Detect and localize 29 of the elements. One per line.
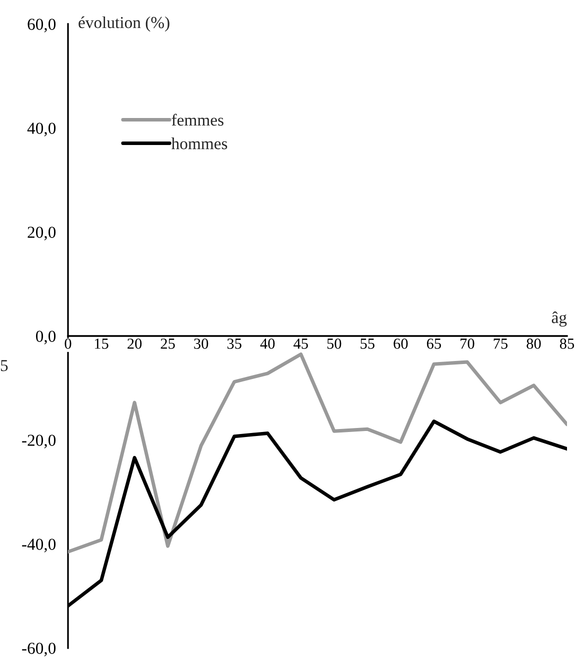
x-tick-label: 50 [327,338,342,349]
x-tick-label: 70 [460,338,474,349]
x-tick-label: 25 [160,338,175,349]
legend-label: hommes [171,138,228,150]
x-tick-label: 35 [227,338,242,349]
y-tick-label: 20,0 [28,226,56,240]
x-tick-label: 85 [560,338,574,349]
x-tick-label: 30 [194,338,208,349]
x-tick-label: 0 [64,338,72,349]
x-axis-title: âg [552,311,567,327]
x-tick-label: 55 [360,338,374,349]
x-tick-label: 20 [128,338,142,349]
x-tick-label: 60 [394,338,408,349]
x-tick-label: 40 [260,338,275,349]
x-tick-label: 45 [294,338,308,349]
y-tick-label: 40,0 [27,122,56,136]
x-tick-label: 80 [526,338,541,349]
y-tick-label: -20,0 [22,434,56,448]
y-tick-label: -60,0 [22,642,56,656]
x-tick-label: 75 [494,338,508,349]
text: 5 [0,360,8,372]
y-tick-label: 60,0 [28,18,56,32]
x-tick-label: 65 [426,338,441,349]
y-axis-title: évolution (%) [78,16,170,32]
line-series [68,352,567,554]
y-tick-label: 0,0 [36,330,56,344]
legend-label: femmes [172,114,224,126]
y-tick-label: -40,0 [22,538,56,552]
x-tick-label: 15 [94,338,108,349]
